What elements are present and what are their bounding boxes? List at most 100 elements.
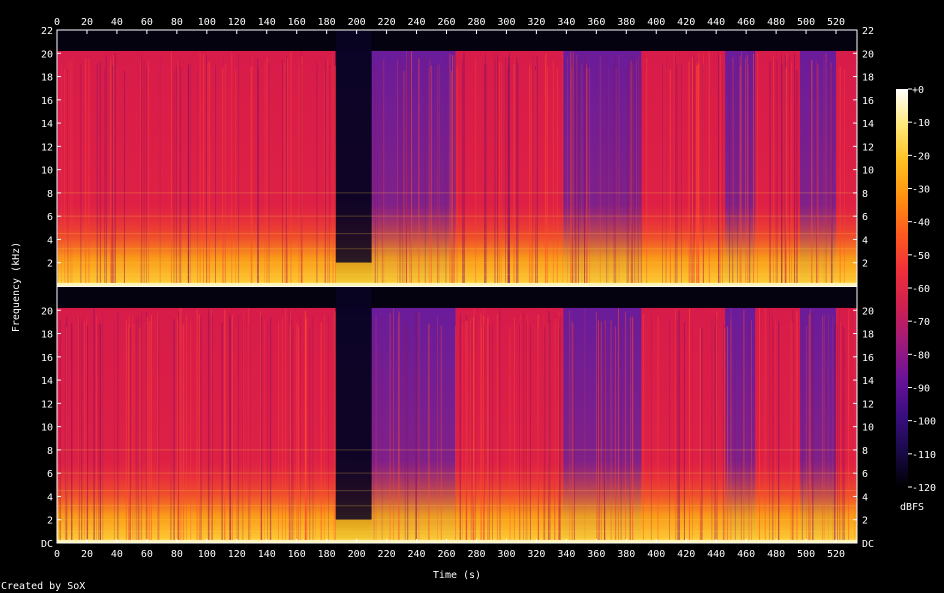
y-tick-label: 16	[862, 353, 874, 364]
y-tick-label: 2	[862, 259, 868, 270]
x-tick-label: 480	[767, 17, 785, 28]
y-tick-label: 20	[862, 49, 874, 60]
x-tick-label: 220	[378, 549, 396, 560]
x-tick-label: 440	[707, 549, 725, 560]
x-tick-label: 180	[318, 549, 336, 560]
x-axis-bottom: 0 20 40 60 80 100 120 140 160 180 200 220 240 260 280 3…	[54, 539, 845, 560]
x-tick-label: 520	[827, 17, 845, 28]
colorbar-tick-label: -70	[912, 317, 930, 328]
x-tick-label: 360	[587, 549, 605, 560]
x-tick-label: 120	[228, 17, 246, 28]
y-tick-label: 20	[41, 49, 53, 60]
y-tick-label: 16	[41, 96, 53, 107]
x-tick-label: 360	[587, 17, 605, 28]
x-tick-label: 440	[707, 17, 725, 28]
colorbar-tick-label: -50	[912, 251, 930, 262]
x-tick-label: 140	[258, 17, 276, 28]
x-tick-label: 460	[737, 549, 755, 560]
x-tick-label: 340	[557, 549, 575, 560]
x-tick-label: 300	[497, 549, 515, 560]
y-tick-label: 16	[41, 353, 53, 364]
channel-1-spectrogram	[57, 30, 857, 286]
x-tick-label: 320	[527, 549, 545, 560]
y-tick-label: 14	[41, 119, 53, 130]
x-tick-label: 80	[171, 549, 183, 560]
credit-text: Created by SoX	[1, 581, 85, 592]
x-tick-label: 200	[348, 17, 366, 28]
x-tick-label: 280	[467, 17, 485, 28]
y-tick-label: 16	[862, 96, 874, 107]
x-tick-label: 260	[437, 549, 455, 560]
x-tick-label: 40	[111, 549, 123, 560]
x-tick-label: 120	[228, 549, 246, 560]
y-tick-label: 18	[41, 330, 53, 341]
spectrogram-energy-shade	[57, 50, 857, 286]
x-tick-label: 480	[767, 549, 785, 560]
y-tick-label: 4	[47, 235, 53, 246]
x-axis-top: 0 20 40 60 80 100 120 140 160 180 200 220 240 260 280 3…	[54, 17, 845, 34]
x-tick-label: 220	[378, 17, 396, 28]
x-tick-label: 400	[647, 549, 665, 560]
y-tick-label: 6	[47, 469, 53, 480]
y-tick-label: 10	[41, 423, 53, 434]
x-tick-label: 160	[288, 17, 306, 28]
x-axis-label: Time (s)	[433, 570, 481, 581]
y-tick-label: 10	[862, 423, 874, 434]
x-tick-label: 20	[81, 17, 93, 28]
y-tick-label: 8	[862, 446, 868, 457]
x-tick-label: 160	[288, 549, 306, 560]
spectrogram-dc-band	[57, 283, 857, 286]
x-tick-label: 140	[258, 549, 276, 560]
x-tick-label: 460	[737, 17, 755, 28]
x-tick-label: 340	[557, 17, 575, 28]
x-tick-label: 60	[141, 17, 153, 28]
x-tick-label: 400	[647, 17, 665, 28]
x-tick-label: 200	[348, 549, 366, 560]
x-tick-label: 420	[677, 549, 695, 560]
y-tick-label: 8	[47, 446, 53, 457]
y-tick-label: 6	[47, 212, 53, 223]
colorbar-tick-label: -20	[912, 151, 930, 162]
y-tick-label: 18	[862, 73, 874, 84]
x-tick-label: 100	[198, 17, 216, 28]
x-tick-label: 260	[437, 17, 455, 28]
y-tick-label: 4	[47, 492, 53, 503]
spectrogram-quiet-gap	[335, 287, 372, 520]
x-tick-label: 240	[408, 549, 426, 560]
y-tick-label: 14	[862, 376, 874, 387]
colorbar-tick-label: -120	[912, 483, 936, 494]
y-tick-label: 18	[862, 330, 874, 341]
x-tick-label: 100	[198, 549, 216, 560]
y-tick-label: DC	[862, 539, 874, 550]
x-tick-label: 380	[617, 17, 635, 28]
colorbar-ticks: +0 -10 -20 -30 -40 -50 -60 -70 -80 -90 -100 -110 -12…	[908, 85, 936, 494]
y-tick-label: 12	[862, 142, 874, 153]
y-tick-label: 12	[41, 142, 53, 153]
colorbar-tick-label: -80	[912, 350, 930, 361]
x-tick-label: 240	[408, 17, 426, 28]
spectrogram-energy-shade	[57, 307, 857, 543]
y-tick-label: 20	[862, 306, 874, 317]
colorbar-tick-label: -110	[912, 450, 936, 461]
colorbar-tick-label: -90	[912, 384, 930, 395]
colorbar-tick-label: -10	[912, 118, 930, 129]
spectrogram-cutoff-band	[57, 30, 857, 51]
y-tick-label: 2	[47, 259, 53, 270]
y-tick-label: 2	[47, 516, 53, 527]
x-tick-label: 300	[497, 17, 515, 28]
channel-2-spectrogram	[57, 287, 857, 543]
y-tick-label: 4	[862, 235, 868, 246]
x-tick-label: 500	[797, 17, 815, 28]
x-tick-label: 40	[111, 17, 123, 28]
colorbar-tick-label: -40	[912, 218, 930, 229]
colorbar-tick-label: -100	[912, 417, 936, 428]
x-tick-label: 280	[467, 549, 485, 560]
x-tick-label: 80	[171, 17, 183, 28]
spectrogram-dc-band	[57, 540, 857, 543]
y-tick-label: 4	[862, 492, 868, 503]
colorbar-tick-label: +0	[912, 85, 924, 96]
y-tick-label: 14	[41, 376, 53, 387]
y-tick-label: 22	[41, 26, 53, 37]
